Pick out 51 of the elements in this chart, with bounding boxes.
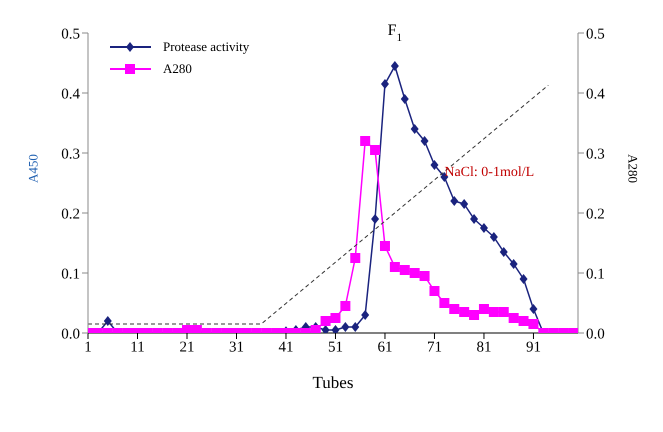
point xyxy=(351,322,360,332)
y2-tick-label: 0.1 xyxy=(586,266,605,282)
point xyxy=(480,223,488,233)
annotation: F$_{1}$ xyxy=(388,22,402,44)
point xyxy=(510,259,518,269)
y-tick-label: 0.1 xyxy=(61,266,80,282)
point xyxy=(400,94,409,104)
x-tick-label: 21 xyxy=(179,340,194,356)
point xyxy=(500,247,508,257)
y-tick-label: 0.3 xyxy=(61,146,80,162)
point xyxy=(322,325,330,333)
point xyxy=(410,124,419,134)
legend-label: A280 xyxy=(163,61,192,77)
point xyxy=(520,274,528,284)
x-tick-label: 31 xyxy=(228,340,244,356)
y-tick-label: 0.0 xyxy=(61,326,80,342)
point xyxy=(361,310,370,320)
y-tick-label: 0.4 xyxy=(61,86,80,102)
y2-tick-label: 0.3 xyxy=(586,146,605,162)
point xyxy=(341,322,350,332)
point xyxy=(460,199,468,209)
x-tick-label: 11 xyxy=(130,340,145,356)
legend-label: Protease activity xyxy=(163,39,250,55)
point xyxy=(420,136,429,146)
y2-tick-label: 0.0 xyxy=(586,326,605,342)
point xyxy=(331,325,340,333)
point xyxy=(380,79,389,89)
x-tick-label: 41 xyxy=(278,340,294,356)
point xyxy=(430,160,438,170)
y2-tick-label: 0.4 xyxy=(586,86,606,102)
y2-tick-label: 0.2 xyxy=(586,206,605,222)
x-tick-label: 61 xyxy=(377,340,392,356)
x-tick-label: 91 xyxy=(526,340,541,356)
x-tick-label: 81 xyxy=(476,340,492,356)
y-tick-label: 0.2 xyxy=(61,206,80,222)
y-tick-label: 0.5 xyxy=(61,26,80,42)
point xyxy=(390,61,399,71)
point xyxy=(371,214,380,224)
x-axis-title: Tubes xyxy=(312,373,354,392)
point xyxy=(470,214,478,224)
y2-tick-label: 0.5 xyxy=(586,26,605,42)
x-tick-label: 71 xyxy=(426,340,442,356)
point xyxy=(450,196,458,206)
point xyxy=(104,316,112,326)
y2-axis-title: A280 xyxy=(625,154,640,183)
annotation: NaCl: 0-1mol/L xyxy=(444,165,534,180)
x-tick-label: 51 xyxy=(328,340,343,356)
x-tick-label: 1 xyxy=(84,340,92,356)
point xyxy=(529,304,538,314)
y-axis-title: A450 xyxy=(26,154,41,183)
point xyxy=(490,232,498,242)
